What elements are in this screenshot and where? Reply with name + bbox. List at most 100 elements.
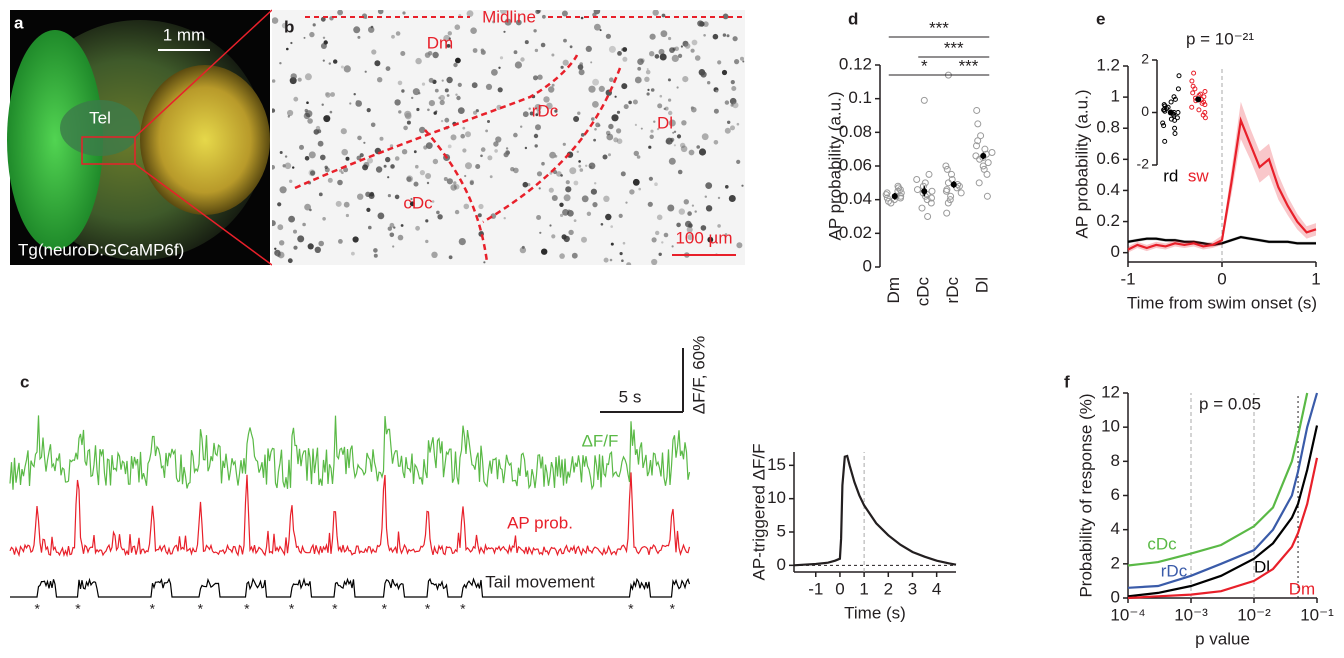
- cell: [676, 222, 681, 228]
- swim-marker: *: [332, 601, 338, 617]
- cell: [621, 83, 628, 90]
- cell: [520, 125, 523, 128]
- data-point: [973, 106, 981, 114]
- x-tick-label: 10⁻²: [1237, 605, 1271, 624]
- cell: [577, 64, 584, 70]
- cell: [661, 13, 666, 18]
- cell: [668, 110, 673, 116]
- cell: [654, 182, 658, 186]
- cell: [673, 130, 677, 133]
- cell: [390, 164, 395, 169]
- cell: [279, 151, 283, 154]
- data-point: [928, 194, 935, 202]
- cell: [644, 76, 650, 83]
- data-point: [983, 192, 991, 200]
- cell: [581, 195, 589, 203]
- data-point: [928, 187, 936, 195]
- cell: [634, 123, 638, 126]
- cell: [613, 137, 619, 143]
- cell: [335, 200, 342, 207]
- panel-a: a 1 mm Tel Tg(neuroD:GCaMP6f): [7, 9, 273, 266]
- cell: [505, 150, 510, 155]
- cell: [561, 234, 567, 240]
- tail-trace: [10, 577, 691, 598]
- data-point: [1202, 89, 1208, 94]
- cell: [676, 86, 679, 89]
- trace-label: Tail movement: [485, 572, 595, 591]
- cell: [473, 110, 477, 115]
- cell: [423, 145, 428, 150]
- cell: [322, 217, 326, 221]
- cell: [687, 211, 692, 216]
- cell: [576, 150, 579, 153]
- cell: [667, 78, 671, 82]
- cell: [578, 160, 581, 163]
- cell: [712, 33, 719, 40]
- series-label: Dm: [1289, 579, 1315, 598]
- cell: [462, 148, 467, 153]
- cell: [418, 92, 421, 95]
- cell: [726, 34, 730, 38]
- cell: [287, 258, 293, 264]
- y-axis-label: AP-triggered ΔF/F: [749, 443, 768, 580]
- cell: [543, 96, 550, 103]
- cell: [374, 60, 381, 67]
- cell: [701, 133, 709, 141]
- cell: [728, 195, 736, 202]
- cell: [276, 252, 281, 257]
- cell: [730, 103, 734, 107]
- zoom-line: [134, 9, 273, 138]
- cell: [387, 226, 392, 231]
- cell: [368, 225, 372, 230]
- y-tick-label: 0.12: [839, 54, 872, 73]
- cell: [585, 164, 588, 167]
- cell: [655, 230, 660, 236]
- category-label: sw: [1188, 166, 1210, 185]
- cell: [341, 171, 344, 174]
- cell: [309, 31, 315, 38]
- cell: [359, 153, 364, 158]
- cell: [303, 112, 311, 120]
- series-label: cDc: [1147, 534, 1177, 553]
- y-tick-label: 2: [1111, 553, 1120, 572]
- x-tick-label: 0: [835, 579, 844, 598]
- cell: [328, 62, 331, 65]
- trace-label: AP prob.: [507, 513, 573, 532]
- cell: [307, 243, 314, 250]
- transgenic-line: Tg(neuroD:GCaMP6f): [18, 240, 184, 259]
- data-point: [1161, 123, 1167, 129]
- cell: [377, 212, 385, 220]
- cell: [578, 164, 582, 168]
- cell: [393, 226, 396, 229]
- data-point: [1175, 110, 1181, 115]
- cell: [398, 110, 402, 114]
- cell: [595, 122, 600, 128]
- cell: [496, 104, 502, 110]
- cell: [605, 130, 611, 136]
- cell: [620, 171, 626, 177]
- cell: [403, 125, 408, 131]
- cell: [732, 36, 738, 42]
- cell: [293, 96, 299, 102]
- cell: [284, 155, 288, 158]
- swim-marker: *: [382, 601, 388, 617]
- cell: [654, 54, 660, 59]
- cell: [400, 224, 404, 227]
- mean-point: [891, 193, 898, 200]
- cell: [573, 180, 579, 186]
- cell: [628, 100, 632, 105]
- cell: [573, 116, 580, 122]
- cell: [368, 26, 375, 33]
- cell: [704, 195, 707, 198]
- x-tick-label: -1: [808, 579, 823, 598]
- cell: [480, 48, 485, 53]
- data-point: [943, 165, 951, 173]
- cell: [426, 181, 430, 185]
- cell: [448, 255, 453, 260]
- cell: [741, 184, 744, 187]
- x-axis-label: Time from swim onset (s): [1127, 293, 1317, 312]
- cell: [472, 48, 478, 53]
- cell: [495, 136, 502, 143]
- cell: [389, 222, 395, 228]
- cell: [565, 186, 572, 193]
